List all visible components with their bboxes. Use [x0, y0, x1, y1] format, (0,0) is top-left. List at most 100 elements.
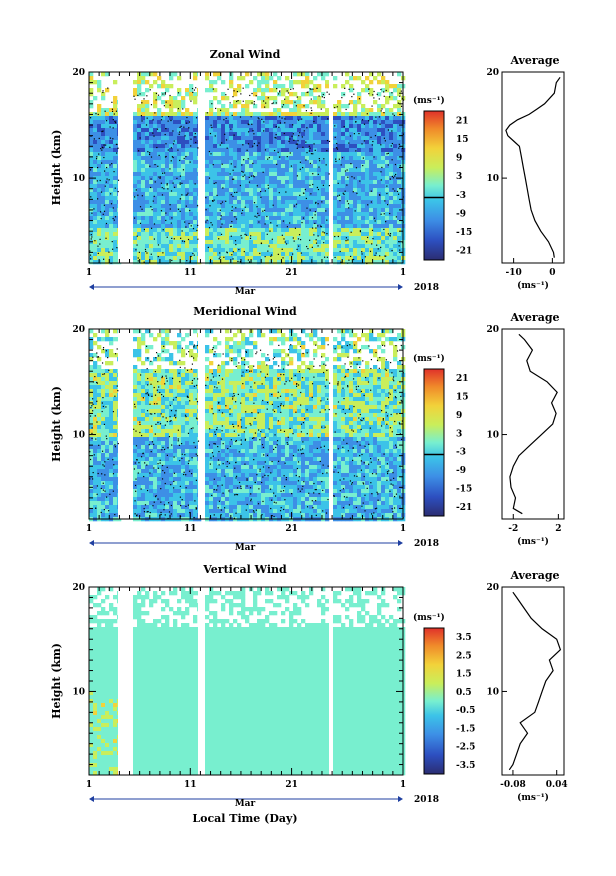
heatmap-cell — [305, 160, 310, 165]
heatmap-cell — [257, 164, 262, 169]
heatmap-cell — [261, 100, 266, 105]
heatmap-cell — [145, 256, 150, 261]
heatmap-cell — [301, 72, 306, 77]
heatmap-cell — [337, 248, 342, 253]
heatmap-cell — [385, 160, 390, 165]
heatmap-cell — [337, 216, 342, 221]
heatmap-cell — [381, 180, 386, 185]
contour-dot — [212, 88, 214, 90]
heatmap-cell — [309, 156, 314, 161]
contour-dot — [369, 250, 372, 252]
heatmap-cell — [157, 256, 162, 261]
contour-dot — [282, 257, 284, 259]
contour-dot — [169, 94, 171, 97]
heatmap-cell — [317, 116, 322, 121]
heatmap-cell — [189, 192, 194, 197]
heatmap-cell — [305, 220, 310, 225]
heatmap-cell — [165, 413, 170, 418]
contour-dot — [306, 91, 308, 94]
heatmap-cell — [145, 357, 150, 362]
heatmap-cell — [177, 497, 182, 502]
heatmap-cell — [165, 445, 170, 450]
heatmap-cell — [305, 164, 310, 169]
average-y-tick-label: 20 — [486, 68, 499, 78]
contour-dot — [161, 194, 164, 196]
heatmap-cell — [373, 100, 378, 105]
heatmap-cell — [281, 152, 286, 157]
heatmap-cell — [93, 184, 98, 189]
heatmap-cell — [241, 120, 246, 125]
heatmap-cell — [169, 212, 174, 217]
heatmap-cell — [105, 120, 110, 125]
heatmap-cell — [341, 84, 346, 89]
heatmap-cell — [389, 196, 394, 201]
heatmap-cell — [309, 180, 314, 185]
heatmap-cell — [289, 136, 294, 141]
heatmap-cell — [109, 164, 114, 169]
heatmap-cell — [261, 96, 266, 101]
contour-dot — [346, 169, 348, 171]
heatmap-cell — [325, 136, 330, 141]
heatmap-cell — [133, 393, 138, 398]
heatmap-cell — [113, 108, 118, 113]
contour-dot — [90, 196, 92, 198]
heatmap-cell — [173, 481, 178, 486]
heatmap-cell — [153, 337, 158, 342]
heatmap-cell — [309, 128, 314, 133]
heatmap-cell — [109, 413, 114, 418]
contour-dot — [222, 187, 224, 189]
heatmap-cell — [369, 160, 374, 165]
contour-dot — [172, 182, 174, 184]
heatmap-cell — [177, 172, 182, 177]
heatmap-cell — [337, 112, 342, 117]
heatmap-cell — [157, 136, 162, 141]
heatmap-cell — [321, 196, 326, 201]
heatmap-cell — [109, 353, 114, 358]
heatmap-cell — [165, 180, 170, 185]
contour-dot — [312, 88, 314, 90]
heatmap-cell — [385, 120, 390, 125]
heatmap-cell — [189, 160, 194, 165]
contour-dot — [315, 239, 317, 241]
heatmap-cell — [101, 469, 106, 474]
heatmap-cell — [305, 208, 310, 213]
heatmap-cell — [137, 445, 142, 450]
heatmap-cell — [169, 152, 174, 157]
heatmap-cell — [373, 140, 378, 145]
contour-dot — [296, 96, 298, 98]
heatmap-cell — [273, 200, 278, 205]
heatmap-cell — [245, 240, 250, 245]
contour-dot — [273, 149, 276, 152]
heatmap-cell — [313, 212, 318, 217]
heatmap-cell — [273, 164, 278, 169]
contour-dot — [176, 177, 178, 179]
heatmap-cell — [97, 429, 102, 434]
heatmap-cell — [97, 485, 102, 490]
heatmap-cell — [389, 244, 394, 249]
heatmap-cell — [193, 124, 198, 129]
heatmap-cell — [345, 256, 350, 261]
contour-dot — [107, 87, 109, 89]
heatmap-cell — [293, 232, 298, 237]
heatmap-cell — [149, 505, 154, 510]
heatmap-cell — [149, 140, 154, 145]
heatmap-cell — [109, 493, 114, 498]
heatmap-cell — [345, 80, 350, 85]
heatmap-cell — [353, 100, 358, 105]
heatmap-cell — [365, 180, 370, 185]
heatmap-cell — [277, 148, 282, 153]
heatmap-cell — [353, 76, 358, 81]
heatmap-cell — [265, 88, 270, 93]
heatmap-cell — [209, 256, 214, 261]
heatmap-cell — [149, 477, 154, 482]
heatmap-cell — [181, 148, 186, 153]
contour-dot — [391, 142, 393, 145]
heatmap-cell — [149, 421, 154, 426]
heatmap-cell — [357, 228, 362, 233]
contour-dot — [380, 88, 382, 91]
contour-dot — [181, 240, 184, 242]
heatmap-cell — [269, 184, 274, 189]
heatmap-cell — [353, 216, 358, 221]
heatmap-cell — [133, 485, 138, 490]
heatmap-cell — [269, 212, 274, 217]
